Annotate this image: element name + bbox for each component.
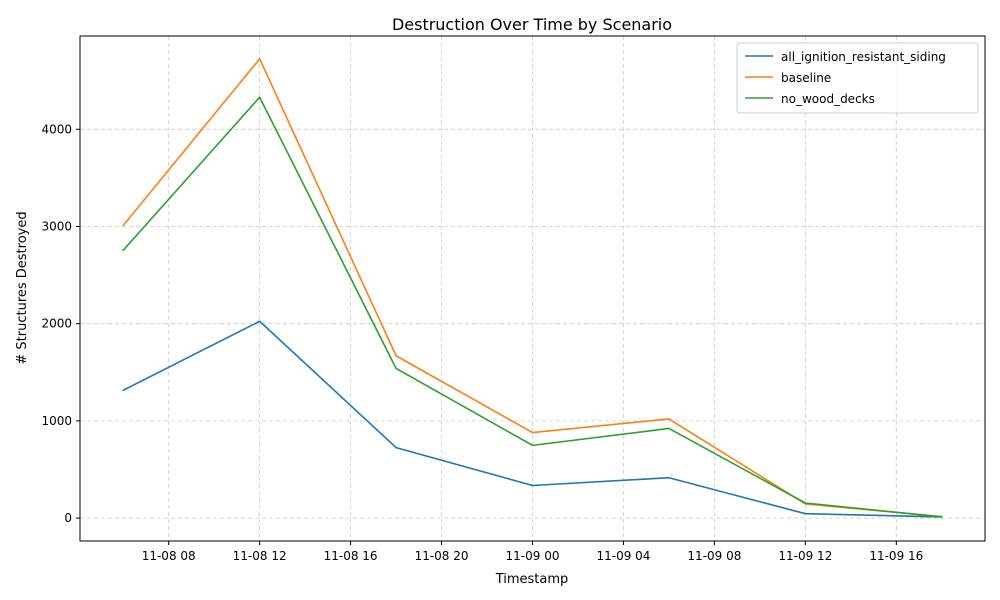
x-tick-label: 11-08 16 — [324, 549, 378, 563]
data-point — [258, 58, 261, 60]
x-axis-label: Timestamp — [495, 572, 569, 587]
y-tick-label: 3000 — [41, 219, 72, 233]
series-lines — [122, 58, 943, 518]
legend-box — [736, 42, 979, 114]
data-point — [668, 427, 670, 430]
data-point — [531, 444, 534, 447]
data-point — [668, 418, 670, 420]
plot-frame — [79, 35, 986, 542]
x-tick-label: 11-09 08 — [687, 549, 741, 563]
x-tick-label: 11-08 08 — [142, 549, 196, 563]
data-point — [122, 224, 125, 227]
y-tick-label: 1000 — [41, 414, 72, 428]
legend: all_ignition_resistant_siding baseline no_… — [736, 42, 979, 114]
y-tick-label: 2000 — [41, 317, 72, 331]
x-axis-ticks: 11-08 08 11-08 12 11-08 16 11-08 20 11-09 00… — [142, 541, 923, 563]
data-point — [804, 502, 807, 504]
y-tick-label: 4000 — [41, 122, 72, 136]
series-line-no_wood_decks — [122, 96, 942, 518]
x-tick-label: 11-08 12 — [233, 549, 287, 563]
data-point — [395, 367, 397, 370]
chart-title: Destruction Over Time by Scenario — [392, 15, 672, 34]
data-point — [122, 249, 125, 252]
data-point — [531, 484, 534, 487]
legend-label: no_wood_decks — [781, 92, 875, 106]
data-point — [395, 446, 397, 449]
x-tick-label: 11-09 00 — [506, 549, 560, 563]
data-point — [668, 476, 670, 479]
y-tick-label: 0 — [64, 511, 72, 525]
data-point — [395, 354, 397, 357]
x-tick-label: 11-09 04 — [596, 549, 650, 563]
legend-label: baseline — [781, 71, 831, 85]
data-point — [122, 389, 125, 392]
y-axis-label: # Structures Destroyed — [15, 211, 30, 364]
data-point — [258, 320, 261, 323]
x-tick-label: 11-08 20 — [415, 549, 469, 563]
x-tick-label: 11-09 16 — [869, 549, 923, 563]
data-point — [804, 512, 807, 515]
y-axis-ticks: 0 1000 2000 3000 4000 — [41, 122, 80, 525]
data-point — [531, 431, 534, 434]
data-point — [940, 516, 943, 518]
data-point — [258, 96, 261, 99]
x-tick-label: 11-09 12 — [778, 549, 832, 563]
legend-label: all_ignition_resistant_siding — [781, 50, 946, 64]
